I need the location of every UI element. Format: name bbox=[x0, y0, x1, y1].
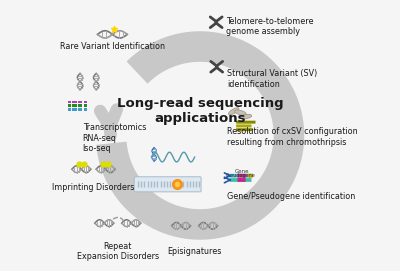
Text: Episignatures: Episignatures bbox=[168, 247, 222, 256]
FancyBboxPatch shape bbox=[236, 128, 253, 131]
Text: Imprinting Disorders: Imprinting Disorders bbox=[52, 183, 135, 192]
Bar bbox=[72, 104, 77, 107]
Text: Gene: Gene bbox=[234, 169, 249, 173]
Text: Transcriptomics
RNA-seq
Iso-seq: Transcriptomics RNA-seq Iso-seq bbox=[83, 123, 146, 153]
Bar bbox=[72, 101, 77, 103]
Bar bbox=[78, 101, 82, 103]
Bar bbox=[84, 101, 87, 103]
Bar bbox=[72, 108, 77, 111]
Polygon shape bbox=[240, 114, 252, 119]
Text: Gene/Pseudogene identification: Gene/Pseudogene identification bbox=[227, 192, 355, 201]
FancyBboxPatch shape bbox=[236, 124, 252, 127]
Text: Rare Variant Identification: Rare Variant Identification bbox=[60, 43, 165, 51]
Text: Repeat
Expansion Disorders: Repeat Expansion Disorders bbox=[77, 242, 159, 262]
Text: Structural Variant (SV)
identification: Structural Variant (SV) identification bbox=[227, 69, 317, 89]
FancyBboxPatch shape bbox=[248, 174, 252, 178]
Text: Long-read sequencing
applications: Long-read sequencing applications bbox=[117, 97, 283, 125]
Polygon shape bbox=[235, 110, 246, 115]
Bar bbox=[78, 104, 82, 107]
FancyBboxPatch shape bbox=[229, 174, 253, 178]
Bar bbox=[68, 104, 70, 107]
FancyBboxPatch shape bbox=[238, 178, 246, 182]
Bar bbox=[68, 101, 70, 103]
Text: Telomere-to-telomere
genome assembly: Telomere-to-telomere genome assembly bbox=[226, 17, 313, 36]
Bar bbox=[84, 104, 87, 107]
Text: Pseudogene: Pseudogene bbox=[226, 173, 255, 178]
FancyBboxPatch shape bbox=[134, 177, 201, 192]
FancyBboxPatch shape bbox=[229, 178, 252, 182]
Bar bbox=[84, 108, 87, 111]
FancyBboxPatch shape bbox=[238, 174, 246, 178]
Polygon shape bbox=[228, 108, 239, 115]
Text: Resolution of cxSV configuration
resulting from chromothripsis: Resolution of cxSV configuration resulti… bbox=[227, 127, 358, 147]
Bar bbox=[78, 108, 82, 111]
Bar bbox=[68, 108, 70, 111]
FancyBboxPatch shape bbox=[236, 121, 256, 124]
